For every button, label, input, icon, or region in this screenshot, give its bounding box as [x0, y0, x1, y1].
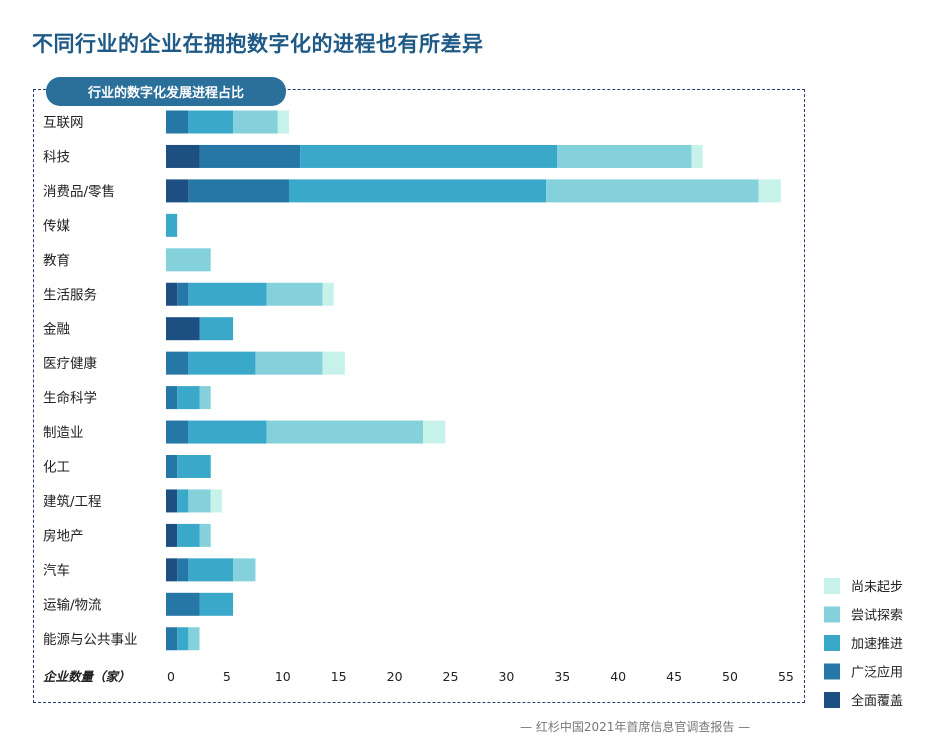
- bar-segment: [557, 144, 692, 168]
- chart-frame: [33, 89, 805, 703]
- bar-segment: [199, 523, 211, 547]
- bar-segment: [166, 386, 178, 410]
- bar-segment: [166, 627, 178, 651]
- bar-segment: [177, 558, 189, 582]
- category-label: 运输/物流: [43, 597, 102, 613]
- category-label: 教育: [43, 253, 70, 269]
- bar-segment: [166, 179, 189, 203]
- chart-title-tab: 行业的数字化发展进程占比: [46, 77, 292, 110]
- legend-swatch: [824, 663, 840, 680]
- bar-segment: [166, 592, 200, 616]
- bar-segment: [166, 248, 211, 272]
- x-tick-label: 20: [387, 669, 403, 684]
- x-tick-label: 55: [778, 669, 794, 684]
- bar-segment: [166, 282, 178, 306]
- bar-segment: [166, 489, 178, 513]
- category-label: 房地产: [43, 528, 84, 544]
- bar-segment: [177, 523, 200, 547]
- bar-segment: [199, 592, 234, 616]
- category-label: 医疗健康: [43, 355, 97, 372]
- legend-swatch: [824, 606, 840, 623]
- x-tick-label: 40: [610, 669, 626, 684]
- legend-label: 全面覆盖: [851, 693, 903, 709]
- bar-segment: [199, 317, 234, 341]
- bar-segment: [210, 489, 222, 513]
- legend-label: 加速推进: [851, 637, 903, 652]
- bar-segment: [188, 489, 211, 513]
- category-label: 制造业: [43, 425, 84, 441]
- x-tick-label: 30: [498, 669, 514, 684]
- bar-segment: [188, 110, 234, 134]
- bar-segment: [166, 351, 189, 375]
- bar-segment: [188, 558, 234, 582]
- category-label: 消费品/零售: [43, 184, 115, 200]
- x-tick-label: 45: [666, 669, 682, 684]
- bar-segment: [233, 110, 278, 134]
- bar-segment: [177, 455, 211, 478]
- bar-segment: [166, 455, 178, 478]
- bar-segment: [288, 179, 547, 203]
- bar-segment: [266, 282, 323, 306]
- bar-segment: [177, 489, 189, 513]
- bar-segment: [691, 144, 703, 168]
- bar-segment: [166, 317, 200, 341]
- bar-segment: [177, 627, 189, 651]
- bar-segment: [188, 282, 267, 306]
- legend-swatch: [824, 635, 840, 651]
- bar-segment: [177, 386, 200, 410]
- bar-segment: [423, 420, 446, 444]
- page-title: 不同行业的企业在拥抱数字化的进程也有所差异: [32, 32, 484, 56]
- legend-label: 尚未起步: [851, 580, 903, 595]
- bar-segment: [166, 110, 189, 134]
- bar-segment: [177, 282, 189, 306]
- bar-segment: [758, 179, 781, 203]
- legend-label: 广泛应用: [851, 665, 903, 681]
- bar-segment: [166, 420, 189, 444]
- bar-segment: [322, 351, 345, 375]
- category-label: 汽车: [43, 562, 70, 579]
- category-label: 生命科学: [43, 390, 97, 407]
- legend-swatch: [824, 692, 840, 708]
- bar-segment: [277, 110, 289, 134]
- bar-segment: [199, 144, 301, 168]
- bar-segment: [188, 351, 256, 375]
- legend-label: 尝试探索: [851, 609, 903, 624]
- category-label: 建筑/工程: [43, 494, 102, 510]
- category-label: 生活服务: [43, 287, 97, 303]
- bar-segment: [266, 420, 424, 444]
- bar-segment: [166, 213, 178, 237]
- bar-segment: [300, 144, 558, 168]
- bar-segment: [233, 558, 256, 582]
- x-tick-label: 15: [331, 669, 347, 684]
- legend-swatch: [824, 578, 840, 594]
- category-label: 化工: [43, 460, 70, 476]
- bar-segment: [188, 179, 289, 203]
- category-label: 科技: [43, 149, 70, 165]
- category-label: 能源与公共事业: [43, 632, 138, 648]
- category-label: 金融: [43, 322, 70, 338]
- bar-segment: [188, 627, 200, 651]
- x-tick-label: 35: [554, 669, 570, 684]
- bar-segment: [188, 420, 267, 444]
- x-tick-label: 50: [722, 669, 738, 684]
- chart-title: 行业的数字化发展进程占比: [87, 86, 244, 101]
- x-axis-label: 企业数量（家）: [43, 669, 131, 684]
- category-label: 传媒: [43, 218, 70, 234]
- bar-segment: [166, 523, 178, 547]
- category-label: 互联网: [43, 115, 84, 131]
- bar-segment: [255, 351, 323, 375]
- bar-segment: [546, 179, 759, 203]
- bar-segment: [166, 558, 178, 582]
- bar-segment: [199, 386, 211, 410]
- bar-segment: [166, 144, 200, 168]
- x-tick-label: 10: [275, 669, 291, 684]
- x-tick-label: 5: [223, 669, 231, 684]
- x-tick-label: 25: [443, 669, 459, 684]
- bar-segment: [322, 282, 334, 306]
- x-tick-label: 0: [167, 669, 175, 684]
- footer-source: — 红杉中国2021年首席信息官调查报告 —: [520, 720, 751, 734]
